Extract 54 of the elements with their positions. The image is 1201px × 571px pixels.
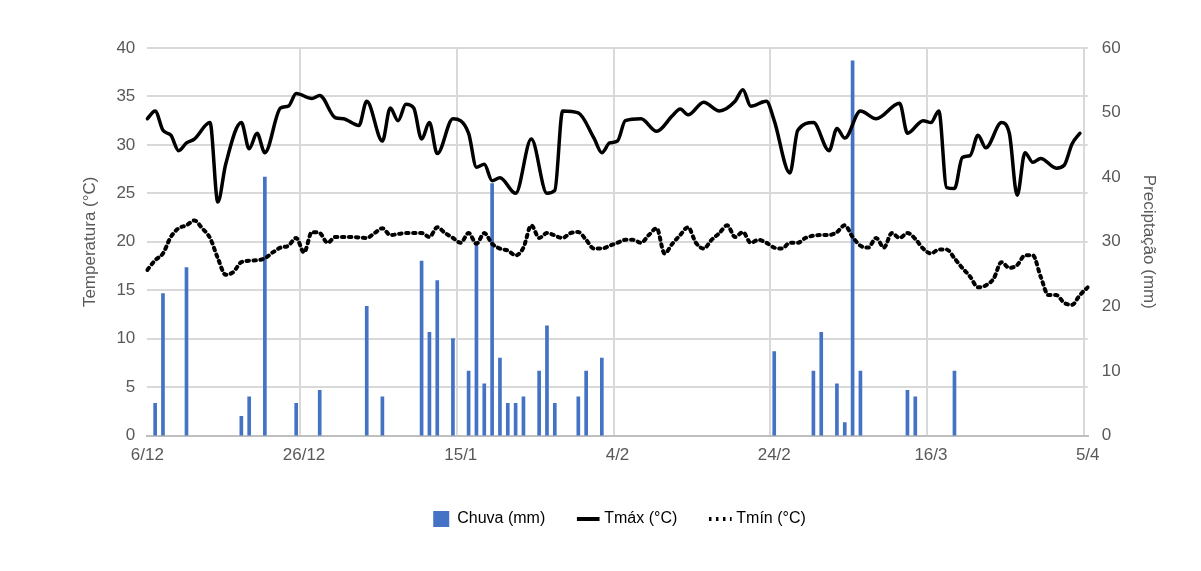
bar xyxy=(772,351,777,436)
y2-tick-label: 50 xyxy=(1101,102,1121,122)
bar xyxy=(364,306,369,436)
line-series xyxy=(145,218,1090,307)
bar xyxy=(505,402,510,436)
x-tick-label: 5/4 xyxy=(1075,445,1100,465)
bar xyxy=(161,293,165,436)
x-tick-label: 26/12 xyxy=(282,445,326,465)
legend-label: Tmín (°C) xyxy=(736,509,806,527)
y-axis-title: Temperatura (°C) xyxy=(79,176,99,308)
bar xyxy=(498,357,502,436)
bar xyxy=(537,370,541,436)
y2-axis-title: Preciptação (mm) xyxy=(1140,174,1160,309)
x-tick-label: 24/2 xyxy=(757,445,791,465)
bar xyxy=(545,325,549,436)
y-tick-label: 20 xyxy=(116,231,136,251)
y2-tick-label: 30 xyxy=(1101,231,1121,251)
bar xyxy=(600,357,604,436)
bar xyxy=(482,383,487,436)
y2-tick-label: 40 xyxy=(1101,166,1121,186)
bar xyxy=(576,396,581,436)
bar xyxy=(842,422,847,436)
y2-tick-label: 60 xyxy=(1101,37,1121,57)
y-tick-label: 10 xyxy=(116,328,136,348)
bar xyxy=(294,402,299,436)
x-tick-label: 6/12 xyxy=(130,445,164,465)
y-tick-label: 40 xyxy=(116,37,136,57)
bar xyxy=(835,383,839,436)
line-series xyxy=(145,87,1082,204)
bar xyxy=(819,331,824,436)
bar xyxy=(451,338,455,436)
bar xyxy=(913,396,918,436)
y-tick-label: 0 xyxy=(125,425,136,445)
bar xyxy=(247,396,252,436)
legend-label: Chuva (mm) xyxy=(457,509,546,527)
bar xyxy=(317,390,322,436)
legend-label: Tmáx (°C) xyxy=(604,509,678,527)
x-tick-label: 16/3 xyxy=(914,445,948,465)
y-tick-label: 15 xyxy=(116,279,136,299)
x-tick-label: 15/1 xyxy=(444,445,478,465)
y-tick-label: 30 xyxy=(116,134,136,154)
y2-tick-label: 0 xyxy=(1101,425,1112,445)
y-tick-label: 5 xyxy=(125,376,136,396)
bar xyxy=(552,402,557,436)
y2-tick-label: 20 xyxy=(1101,296,1121,316)
bar xyxy=(584,370,588,436)
y-tick-label: 35 xyxy=(116,86,136,106)
bar xyxy=(153,402,157,436)
y2-tick-label: 10 xyxy=(1101,360,1121,380)
bar xyxy=(263,176,267,436)
bar xyxy=(490,183,494,436)
x-tick-label: 4/2 xyxy=(605,445,630,465)
y-tick-label: 25 xyxy=(116,183,136,203)
bar xyxy=(435,280,440,436)
